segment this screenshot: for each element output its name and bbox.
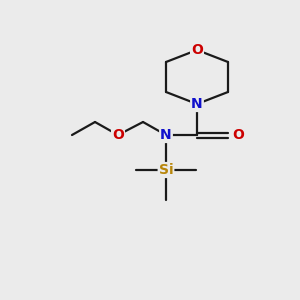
Text: O: O: [232, 128, 244, 142]
Text: N: N: [191, 97, 203, 111]
Text: O: O: [112, 128, 124, 142]
Text: N: N: [160, 128, 172, 142]
Text: O: O: [191, 43, 203, 57]
Text: Si: Si: [159, 163, 173, 177]
